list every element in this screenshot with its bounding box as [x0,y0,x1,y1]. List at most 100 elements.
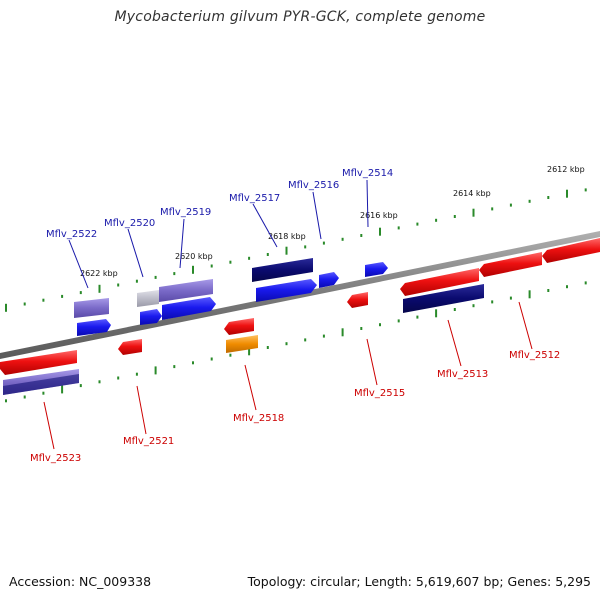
minor-tick [453,308,456,311]
gene-label-mflv-2513[interactable]: Mflv_2513 [437,369,488,380]
minor-tick [360,327,363,330]
minor-tick [173,365,176,369]
major-tick [248,347,251,356]
gene-feature[interactable] [137,290,159,307]
gene-feature[interactable] [365,262,388,277]
minor-tick [547,196,550,199]
major-tick [379,227,381,236]
gene-label-mflv-2519[interactable]: Mflv_2519 [160,207,211,218]
reverse-gene-labels: Mflv_2523 Mflv_2521 Mflv_2518 Mflv_2515 … [30,350,560,464]
minor-tick [322,241,325,245]
gene-label-mflv-2520[interactable]: Mflv_2520 [104,218,155,229]
minor-tick [584,281,587,285]
scale-label-2614: 2614 kbp [453,189,491,198]
gene-label-mflv-2512[interactable]: Mflv_2512 [509,350,560,361]
minor-tick [117,283,120,287]
minor-tick [135,372,138,376]
minor-tick [266,253,269,256]
minor-tick [98,380,101,384]
gene-feature[interactable] [162,297,216,320]
scale-label-2616: 2616 kbp [360,211,398,220]
gene-label-mflv-2514[interactable]: Mflv_2514 [342,168,393,179]
gene-feature[interactable] [347,292,368,308]
gene-feature[interactable] [542,238,600,263]
gene-feature[interactable] [252,258,313,282]
minor-tick [341,237,344,241]
gene-feature[interactable] [224,318,254,335]
minor-tick [360,234,363,237]
minor-tick [285,342,288,346]
gene-feature[interactable] [74,298,109,318]
major-tick [472,208,475,217]
gene-feature[interactable] [403,284,484,313]
minor-tick [154,275,157,279]
forward-label-leaders [68,179,369,289]
minor-tick [566,285,568,289]
gene-label-mflv-2522[interactable]: Mflv_2522 [46,229,97,240]
minor-tick [379,323,381,327]
gene-feature[interactable] [226,335,258,353]
gene-label-mflv-2523[interactable]: Mflv_2523 [30,453,81,464]
minor-tick [397,319,400,323]
scale-label-2622: 2622 kbp [80,269,118,278]
gene-feature[interactable] [118,339,142,355]
minor-tick [210,357,213,361]
gene-label-mflv-2518[interactable]: Mflv_2518 [233,413,284,424]
major-tick [154,366,157,375]
scale-label-2620: 2620 kbp [175,252,213,261]
minor-tick [322,334,325,338]
major-tick [435,309,438,318]
major-tick [5,303,7,312]
accession-text: Accession: NC_009338 [9,574,152,589]
minor-tick [472,304,475,308]
gene-label-mflv-2521[interactable]: Mflv_2521 [123,436,174,447]
minor-tick [397,226,400,230]
minor-tick [266,346,269,349]
minor-tick [61,294,64,298]
minor-tick [248,256,251,260]
minor-tick [192,361,194,365]
gene-feature[interactable] [77,319,111,336]
minor-tick [117,376,120,380]
minor-tick [135,279,138,283]
major-tick [98,284,101,293]
major-tick [566,189,568,198]
gene-feature[interactable] [256,279,317,302]
minor-tick [509,203,512,207]
minor-tick [491,207,494,211]
major-tick [341,328,344,337]
gene-feature[interactable] [0,350,77,375]
major-tick [192,265,194,274]
minor-tick [547,289,550,292]
minor-tick [79,291,82,295]
minor-tick [453,215,456,218]
inner-scale-track [5,281,587,403]
gene-feature[interactable] [479,252,542,277]
minor-tick [416,315,419,319]
minor-tick [229,260,232,264]
minor-tick [23,395,26,399]
minor-tick [435,218,438,222]
minor-tick [416,222,419,226]
gene-feature[interactable] [140,309,162,325]
map-title: Mycobacterium gilvum PYR-GCK, complete g… [114,9,486,25]
gene-feature[interactable] [3,374,79,395]
minor-tick [5,399,7,403]
minor-tick [491,300,494,304]
minor-tick [42,391,45,395]
gene-label-mflv-2515[interactable]: Mflv_2515 [354,388,405,399]
minor-tick [42,298,45,302]
gene-label-mflv-2516[interactable]: Mflv_2516 [288,180,339,191]
minor-tick [528,199,531,203]
minor-tick [173,272,176,276]
gene-feature[interactable] [319,272,339,288]
gene-feature[interactable] [400,268,479,296]
minor-tick [79,384,82,388]
outer-scale-track [5,188,587,312]
gene-label-mflv-2517[interactable]: Mflv_2517 [229,193,280,204]
gene-feature[interactable] [159,279,213,302]
minor-tick [584,188,587,192]
topology-text: Topology: circular; Length: 5,619,607 bp… [247,574,591,589]
minor-tick [304,338,307,342]
